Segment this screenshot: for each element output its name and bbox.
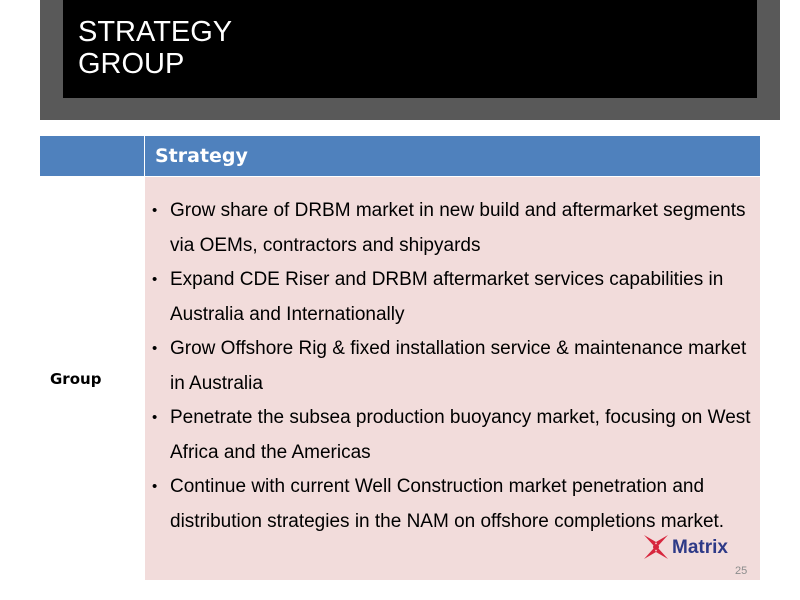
logo: Matrix: [644, 535, 728, 559]
title: STRATEGY GROUP: [78, 16, 232, 80]
title-box: [63, 0, 757, 98]
title-line: GROUP: [78, 48, 185, 80]
logo-icon: [644, 535, 668, 559]
bullet: Penetrate the subsea production buoyancy…: [152, 401, 757, 470]
bullet: Grow Offshore Rig & fixed installation s…: [152, 332, 757, 401]
row-label: Group: [40, 177, 144, 580]
bullet-list: Grow share of DRBM market in new build a…: [152, 194, 757, 539]
title-line: STRATEGY: [78, 16, 233, 48]
logo-text: Matrix: [672, 537, 728, 558]
row-label-text: Group: [50, 369, 102, 388]
header-cell: [40, 136, 144, 176]
column-header: Strategy: [145, 136, 760, 176]
bullet: Grow share of DRBM market in new build a…: [152, 194, 757, 263]
page-number: 25: [735, 565, 748, 577]
bullet: Continue with current Well Construction …: [152, 470, 757, 539]
bullet: Expand CDE Riser and DRBM aftermarket se…: [152, 263, 757, 332]
